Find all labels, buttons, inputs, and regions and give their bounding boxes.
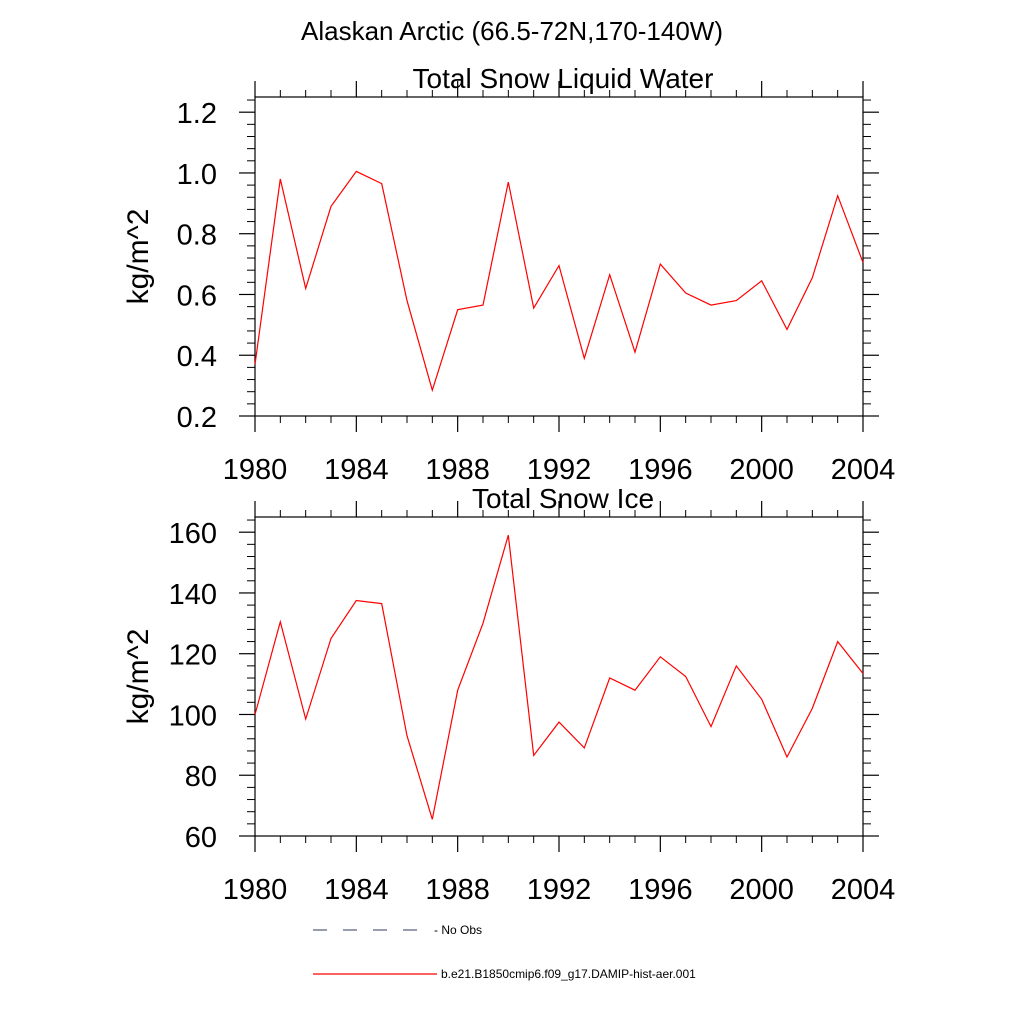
panel2-y-tick-label: 120 [169, 640, 217, 672]
panel1-y-tick-label: 0.6 [177, 280, 217, 312]
panel1-y-tick-label: 1.0 [177, 159, 217, 191]
panel1-x-tick-label: 1984 [324, 454, 389, 486]
panel2-x-tick-label: 2000 [729, 874, 794, 906]
panel2-plot-frame [254, 516, 864, 837]
panel1-x-tick-label: 2004 [831, 454, 896, 486]
panel2-series-line [254, 535, 864, 820]
panel1-x-tick-label: 1992 [527, 454, 592, 486]
panel1-x-tick-label: 1980 [223, 454, 288, 486]
panel2-y-tick-label: 80 [185, 761, 217, 793]
panel1-x-tick-label: 1996 [628, 454, 693, 486]
panel2-x-tick-label: 1992 [527, 874, 592, 906]
panel2-x-tick-label: 1980 [223, 874, 288, 906]
panel1-y-tick-label: 0.8 [177, 220, 217, 252]
legend-label-no-obs: - No Obs [434, 923, 482, 937]
panel2-y-tick-label: 140 [169, 579, 217, 611]
panel2-y-tick-label: 100 [169, 700, 217, 732]
figure-suptitle: Alaskan Arctic (66.5-72N,170-140W) [301, 16, 723, 46]
panel1-series-line [254, 170, 864, 393]
panel1-ylabel: kg/m^2 [122, 209, 155, 305]
panel1-y-tick-label: 0.2 [177, 402, 217, 434]
panel1-y-tick-label: 1.2 [177, 98, 217, 130]
panel2-y-tick-label: 160 [169, 518, 217, 550]
panel1-x-tick-label: 1988 [425, 454, 490, 486]
panel2-title: Total Snow Ice [472, 483, 654, 514]
panel1-x-tick-label: 2000 [729, 454, 794, 486]
panel2-x-tick-label: 1996 [628, 874, 693, 906]
panel2-x-tick-label: 1984 [324, 874, 389, 906]
panel2-x-tick-label: 2004 [831, 874, 896, 906]
panel2-y-tick-label: 60 [185, 822, 217, 854]
panel2-ylabel: kg/m^2 [122, 629, 155, 725]
panel1-plot-frame [254, 96, 864, 417]
legend-label-model: b.e21.B1850cmip6.f09_g17.DAMIP-hist-aer.… [441, 967, 696, 981]
panel1-y-tick-label: 0.4 [177, 341, 217, 373]
panel2-x-tick-label: 1988 [425, 874, 490, 906]
panel1-title: Total Snow Liquid Water [413, 63, 714, 94]
